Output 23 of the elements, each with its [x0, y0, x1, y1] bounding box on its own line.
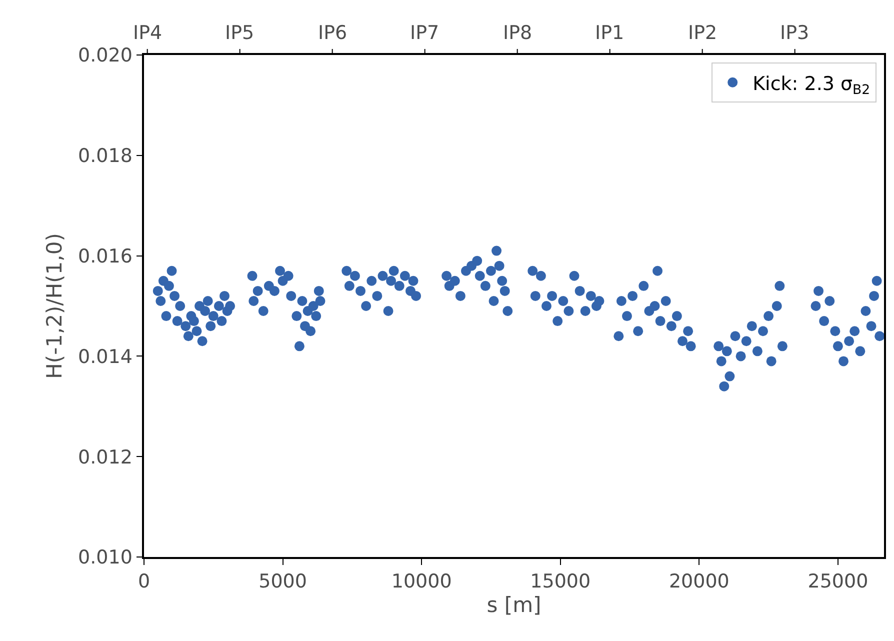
x-tick-label: 25000: [808, 570, 868, 593]
text: IP3: [780, 22, 810, 44]
y-tick-label: 0.010: [78, 546, 132, 569]
text: IP1: [595, 22, 624, 44]
x-tick-label: 10000: [391, 570, 452, 593]
text: IP5: [225, 22, 254, 44]
legend-label: Kick: 2.3 σ$_{B2}$: [752, 72, 870, 98]
x-axis-title: s [m]: [486, 593, 542, 618]
y-tick-label: 0.016: [78, 245, 132, 268]
text: IP2: [688, 22, 718, 44]
text: IP8: [503, 22, 532, 44]
y-tick-label: 0.020: [78, 44, 132, 67]
text: IP7: [410, 22, 440, 44]
y-axis-title: H(-1,2)/H(1,0): [42, 233, 67, 379]
y-tick-label: 0.012: [78, 446, 132, 468]
x-tick-label: 0: [138, 570, 150, 593]
text: IP4: [133, 22, 162, 44]
x-tick-label: 15000: [530, 570, 591, 593]
y-tick-label: 0.014: [78, 346, 132, 368]
x-tick-label: 20000: [668, 570, 730, 593]
y-tick-label: 0.018: [78, 145, 132, 168]
x-tick-label: 5000: [258, 570, 307, 593]
text: IP6: [318, 22, 348, 44]
